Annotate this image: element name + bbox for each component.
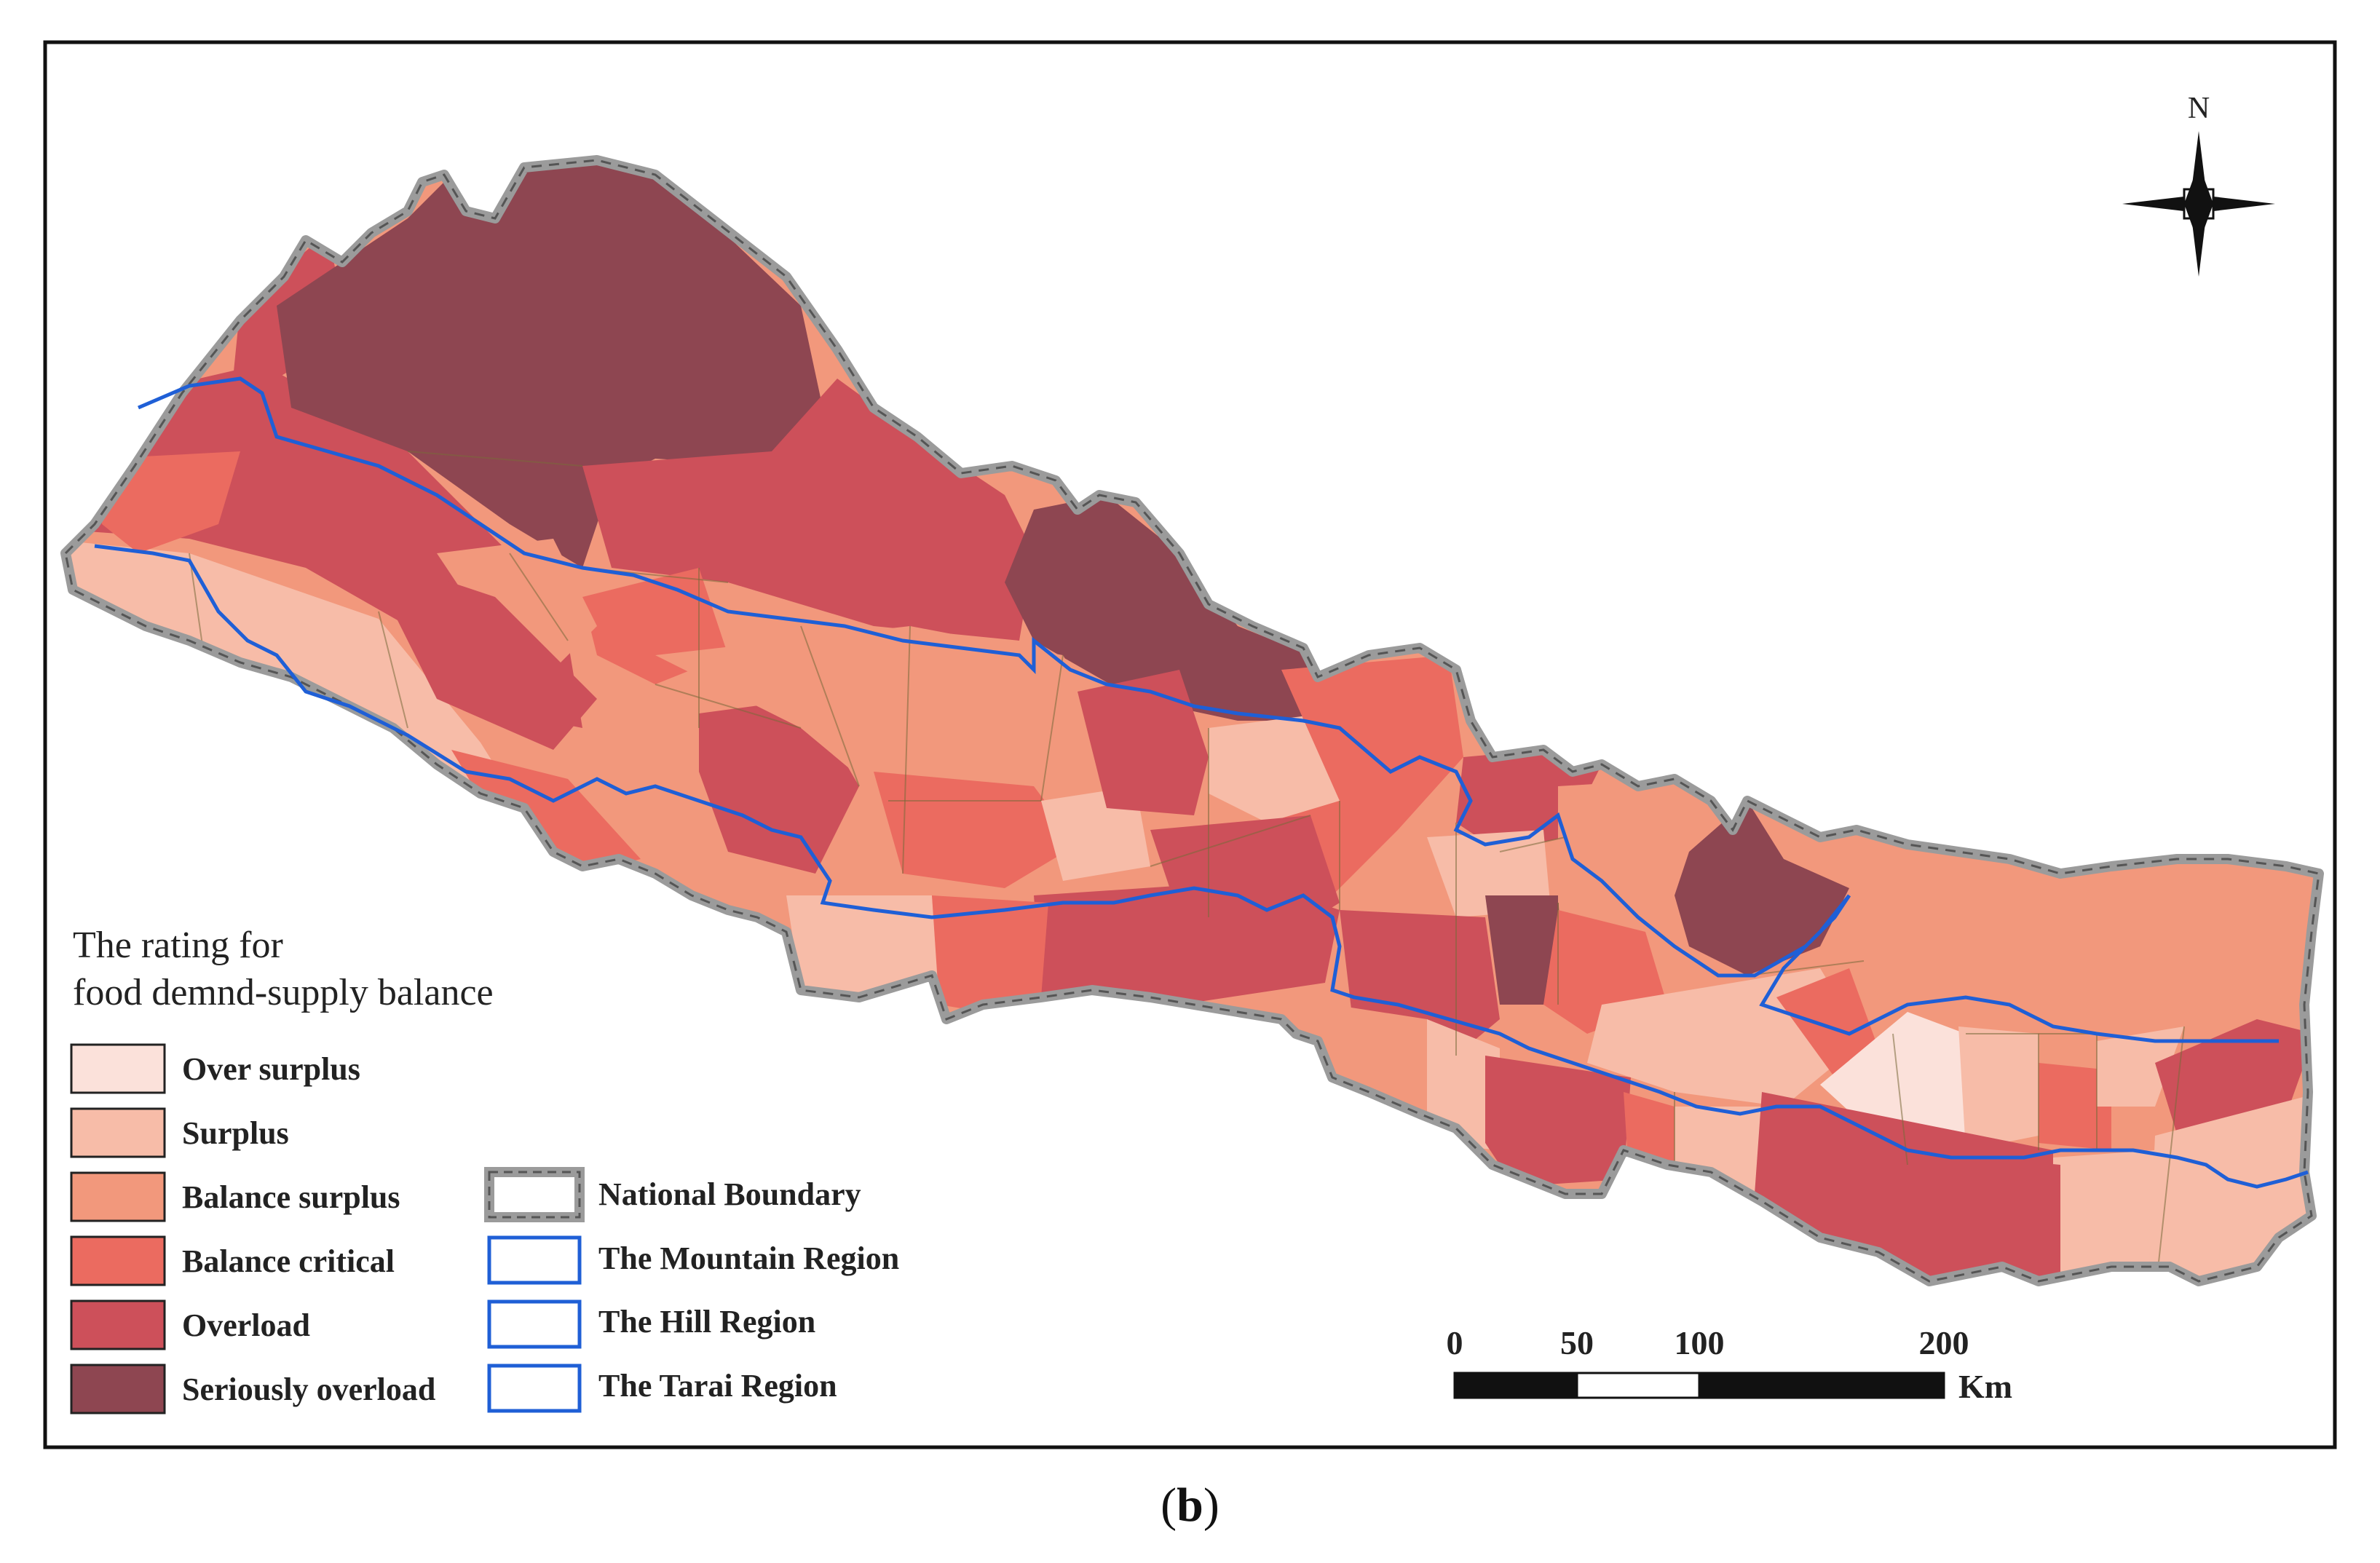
legend-item-hill-region: The Hill Region (487, 1299, 815, 1349)
district-surplus (786, 895, 939, 1005)
district-surplus (2053, 1150, 2155, 1281)
legend-item-balance-critical: Balance critical (70, 1235, 395, 1286)
scale-tick-200: 200 (1919, 1324, 1969, 1361)
district-surplus (1427, 1019, 1500, 1150)
district-overload (1078, 670, 1209, 815)
north-label: N (2188, 92, 2210, 125)
scale-tick-100: 100 (1675, 1324, 1725, 1361)
district-balance-critical (2039, 1063, 2111, 1150)
legend-item-overload: Overload (70, 1299, 310, 1350)
district-balance-surplus (1558, 779, 1704, 917)
legend-label: Balance critical (182, 1243, 395, 1279)
district-overload (1485, 1056, 1631, 1187)
district-balance-critical (102, 451, 240, 553)
district-lines (189, 451, 2185, 1281)
legend-item-balance-surplus: Balance surplus (70, 1171, 400, 1222)
figure-caption: (b) (0, 1478, 2380, 1533)
legend-label: Overload (182, 1307, 310, 1343)
district-overload (1034, 881, 1340, 1005)
legend-item-tarai-region: The Tarai Region (487, 1364, 837, 1413)
north-arrow: N (2122, 92, 2275, 277)
scale-unit: Km (1958, 1368, 2012, 1405)
legend-boundaries: National Boundary The Mountain Region Th… (484, 1167, 899, 1413)
caption-close: ) (1203, 1479, 1219, 1532)
legend-item-surplus: Surplus (70, 1107, 289, 1158)
district-seriously-overload (1485, 895, 1565, 1005)
district-balance-critical (1776, 968, 1878, 1077)
legend-label: The Mountain Region (598, 1240, 899, 1276)
legend-item-over-surplus: Over surplus (70, 1043, 360, 1094)
district-seriously-overload (1675, 801, 1849, 976)
caption-open: ( (1161, 1479, 1177, 1532)
district-balance-surplus (437, 539, 597, 670)
district-balance-critical (451, 750, 641, 874)
legend-item-seriously-overload: Seriously overload (70, 1364, 435, 1414)
legend-label: The Tarai Region (598, 1368, 837, 1404)
district-surplus (1958, 1026, 2039, 1150)
scale-tick-50: 50 (1560, 1324, 1594, 1361)
legend-label: Balance surplus (182, 1179, 400, 1215)
legend-classes: Over surplus Surplus Balance surplus Bal… (70, 1043, 435, 1414)
legend-label: Seriously overload (182, 1372, 435, 1407)
mountain-region-line (138, 376, 2279, 1043)
legend-label: National Boundary (598, 1176, 861, 1212)
district-surplus (1209, 713, 1340, 823)
legend-item-mountain-region: The Mountain Region (487, 1235, 899, 1285)
legend-label: Surplus (182, 1115, 289, 1151)
legend-title-line1: The rating for (73, 925, 283, 966)
scale-bar: 0 50 100 200 Km (1447, 1324, 2013, 1405)
legend-label: The Hill Region (598, 1304, 815, 1340)
district-overload (364, 553, 597, 750)
legend-item-national-boundary: National Boundary (484, 1167, 861, 1222)
district-overload (1980, 1158, 2060, 1281)
district-seriously-overload (1005, 495, 1310, 721)
district-balance-surplus (655, 626, 1107, 801)
caption-letter: b (1177, 1479, 1203, 1532)
legend-title-line2: food demnd-supply balance (73, 972, 494, 1013)
scale-tick-0: 0 (1447, 1324, 1463, 1361)
hill-region-line (94, 544, 2309, 1189)
district-balance-surplus (1849, 830, 2319, 1063)
legend-label: Over surplus (182, 1051, 360, 1087)
district-surplus (1041, 786, 1150, 881)
district-seriously-overload (277, 160, 823, 568)
district-balance-critical (932, 895, 1048, 1012)
